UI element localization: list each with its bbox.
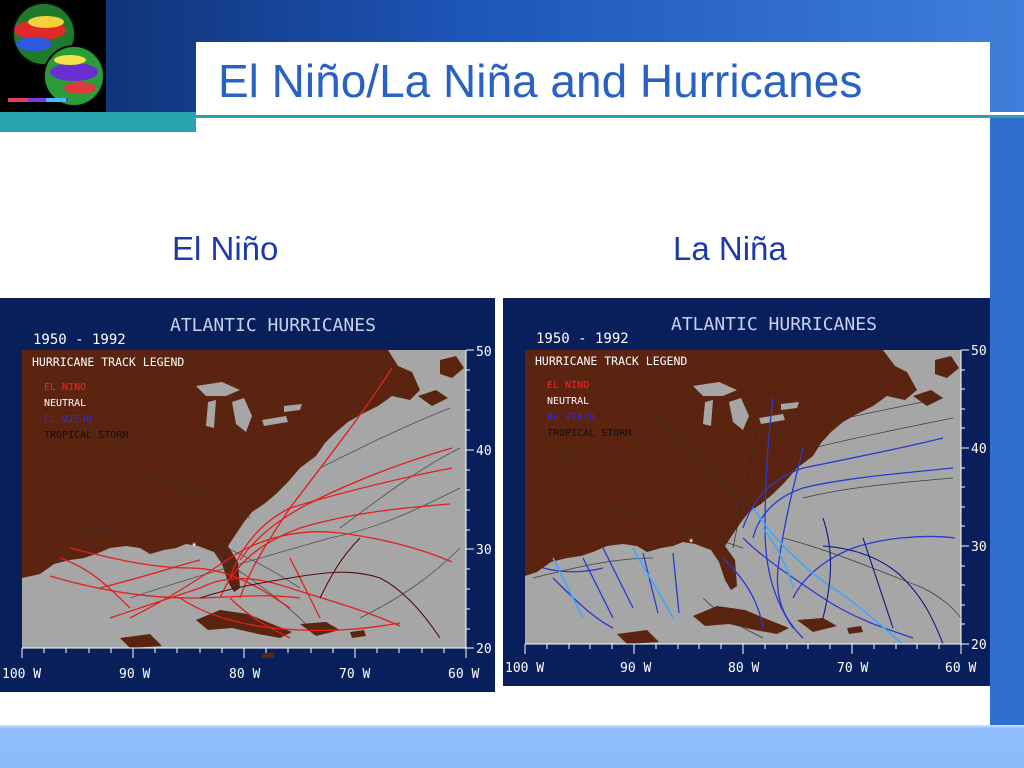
lon-label-100w: 100 W bbox=[505, 661, 544, 676]
lat-label-40: 40 bbox=[971, 442, 987, 457]
lat-label-50: 50 bbox=[476, 345, 492, 360]
tropical-storm-tracks bbox=[29, 407, 461, 629]
lon-label-100w: 100 W bbox=[2, 667, 41, 682]
el-nino-hurricane-map: ATLANTIC HURRICANES 1950 - 1992 bbox=[0, 298, 495, 692]
star-marker: * bbox=[192, 541, 197, 553]
legend-el-nino: EL NINO bbox=[44, 382, 86, 393]
legend-el-viejo: EL VIEJO bbox=[547, 412, 595, 423]
legend-title: HURRICANE TRACK LEGEND bbox=[32, 355, 184, 369]
legend-el-viejo: EL VIEJO bbox=[44, 414, 92, 425]
map-title: ATLANTIC HURRICANES bbox=[170, 315, 376, 336]
el-nino-dark-tracks bbox=[199, 537, 441, 639]
star-marker: * bbox=[689, 537, 694, 549]
longitude-axis bbox=[524, 643, 962, 654]
light-blue-tracks bbox=[552, 507, 904, 645]
footer-band bbox=[0, 725, 1024, 768]
lat-label-30: 30 bbox=[476, 543, 492, 558]
right-accent-bar bbox=[990, 118, 1024, 750]
legend-tropical-storm: TROPICAL STORM bbox=[547, 428, 631, 439]
north-america-land bbox=[525, 350, 917, 590]
la-nina-hurricane-map: ATLANTIC HURRICANES 1950 - 1992 bbox=[503, 298, 990, 686]
lon-label-80w: 80 W bbox=[728, 661, 759, 676]
latitude-axis bbox=[465, 349, 474, 649]
tropical-storm-tracks bbox=[532, 397, 962, 639]
dark-blue-tracks bbox=[822, 517, 944, 645]
caribbean-islands bbox=[120, 610, 366, 658]
lat-label-50: 50 bbox=[971, 344, 987, 359]
lon-label-80w: 80 W bbox=[229, 667, 260, 682]
slide-title: El Niño/La Niña and Hurricanes bbox=[218, 55, 863, 107]
maritime-islands bbox=[418, 356, 464, 406]
latitude-axis bbox=[960, 349, 969, 645]
legend-neutral: NEUTRAL bbox=[547, 396, 589, 407]
longitude-axis bbox=[21, 647, 467, 658]
lon-label-90w: 90 W bbox=[620, 661, 651, 676]
map-title: ATLANTIC HURRICANES bbox=[671, 314, 877, 335]
el-nino-caption: El Niño bbox=[172, 230, 279, 267]
lat-label-30: 30 bbox=[971, 540, 987, 555]
map-years: 1950 - 1992 bbox=[33, 332, 126, 348]
el-nino-tracks bbox=[49, 367, 453, 639]
maritime-islands bbox=[913, 356, 959, 406]
legend-title: HURRICANE TRACK LEGEND bbox=[535, 354, 687, 368]
great-lakes bbox=[693, 382, 799, 430]
lat-label-40: 40 bbox=[476, 444, 492, 459]
lon-label-70w: 70 W bbox=[339, 667, 370, 682]
la-nina-caption: La Niña bbox=[673, 230, 787, 267]
lon-label-60w: 60 W bbox=[448, 667, 479, 682]
legend-el-nino: EL NINO bbox=[547, 380, 589, 391]
accent-line bbox=[196, 115, 1024, 118]
el-viejo-tracks bbox=[542, 397, 956, 639]
lon-label-60w: 60 W bbox=[945, 661, 976, 676]
title-box: El Niño/La Niña and Hurricanes bbox=[196, 42, 990, 116]
map-years: 1950 - 1992 bbox=[536, 331, 629, 347]
great-lakes bbox=[196, 382, 302, 432]
accent-block bbox=[0, 112, 196, 132]
caribbean-islands bbox=[617, 606, 863, 644]
lat-label-20: 20 bbox=[476, 642, 492, 657]
legend-tropical-storm: TROPICAL STORM bbox=[44, 430, 128, 441]
legend-neutral: NEUTRAL bbox=[44, 398, 86, 409]
globe-logo bbox=[0, 0, 106, 112]
lon-label-70w: 70 W bbox=[837, 661, 868, 676]
lat-label-20: 20 bbox=[971, 638, 987, 653]
lon-label-90w: 90 W bbox=[119, 667, 150, 682]
